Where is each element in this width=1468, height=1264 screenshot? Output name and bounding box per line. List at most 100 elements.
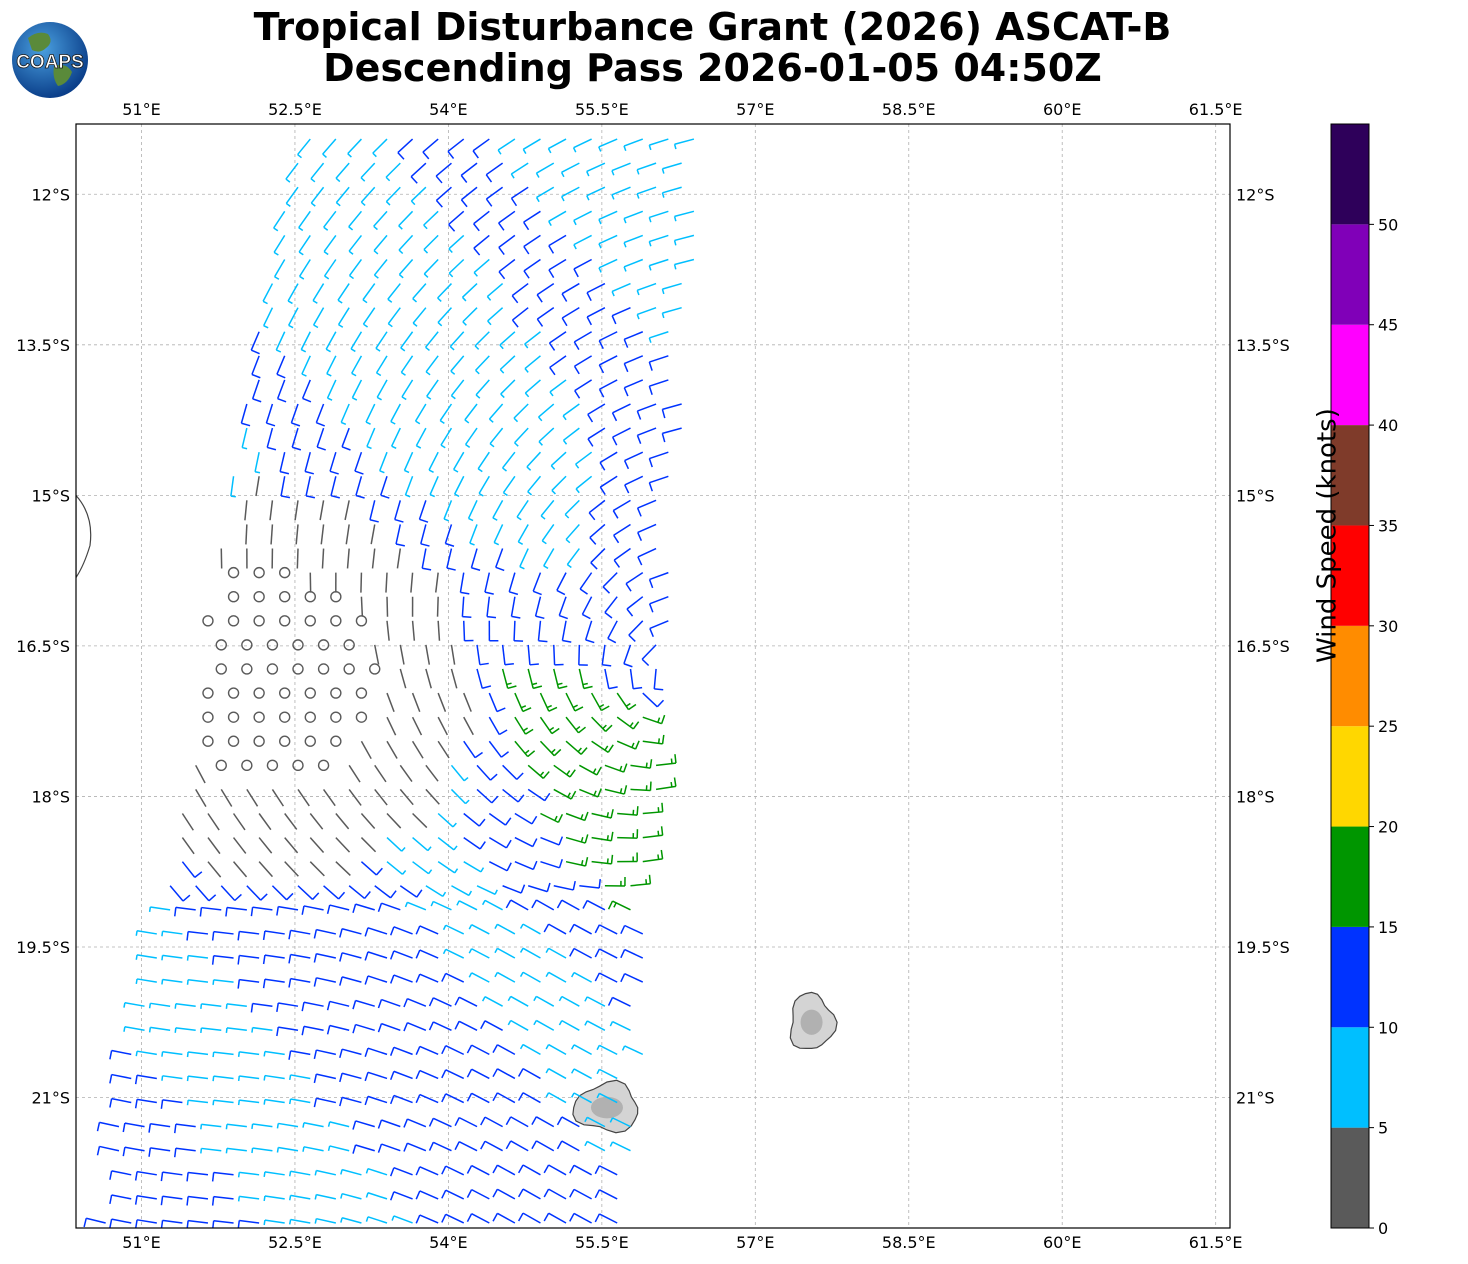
wind-barb xyxy=(399,644,405,665)
wind-barb xyxy=(450,644,456,665)
lat-tick-label-right: 15°S xyxy=(1236,486,1275,505)
lat-tick-label-right: 21°S xyxy=(1236,1089,1275,1108)
wind-barb xyxy=(237,1075,260,1082)
wind-barb xyxy=(386,740,398,759)
wind-barb xyxy=(648,234,669,247)
wind-barb xyxy=(488,812,512,826)
wind-barb xyxy=(335,186,350,207)
calm-circle xyxy=(279,711,291,723)
wind-barb xyxy=(661,162,682,174)
lon-tick-label-bottom: 57°E xyxy=(736,1233,774,1252)
wind-barb xyxy=(573,331,592,350)
wind-barb xyxy=(160,1195,183,1206)
wind-barb xyxy=(365,1167,388,1176)
wind-barb xyxy=(477,451,490,473)
wind-barb xyxy=(543,923,567,935)
wind-barb xyxy=(642,826,664,839)
wind-barb xyxy=(661,306,682,319)
wind-barb xyxy=(415,1045,439,1056)
wind-barb xyxy=(441,1093,465,1104)
wind-barb xyxy=(255,476,260,497)
wind-barb xyxy=(476,644,489,666)
wind-barb xyxy=(486,283,504,301)
wind-barb xyxy=(302,1121,324,1128)
wind-barb xyxy=(441,1213,465,1224)
wind-barb xyxy=(648,596,669,613)
wind-barb xyxy=(466,1044,490,1056)
wind-barb xyxy=(273,235,286,256)
wind-barb xyxy=(428,451,439,473)
wind-barb xyxy=(624,475,644,494)
wind-barb xyxy=(374,764,387,783)
wind-barb xyxy=(527,882,551,893)
wind-barb xyxy=(428,1021,452,1031)
wind-barb xyxy=(611,427,631,446)
wind-barb xyxy=(148,1147,171,1157)
wind-barb xyxy=(225,1027,247,1033)
wind-barb xyxy=(364,1047,388,1058)
wind-barb xyxy=(365,1216,388,1224)
wind-barb xyxy=(412,812,428,829)
wind-barb xyxy=(553,764,576,778)
wind-barb xyxy=(441,972,465,983)
wind-barb xyxy=(484,572,494,595)
wind-barb xyxy=(366,427,376,450)
wind-barb xyxy=(566,548,580,569)
wind-barb xyxy=(369,500,379,523)
wind-barb xyxy=(160,1099,183,1109)
wind-barb xyxy=(514,812,538,825)
wind-barb xyxy=(250,906,273,917)
wind-barb xyxy=(403,451,414,474)
wind-barb xyxy=(348,885,371,900)
wind-barb xyxy=(613,523,631,544)
wind-barb xyxy=(591,854,614,865)
wind-barb xyxy=(389,974,413,984)
wind-barb xyxy=(570,1092,592,1104)
wind-barb xyxy=(517,1092,541,1104)
wind-barb xyxy=(596,1068,618,1080)
colorbar-tick-label: 20 xyxy=(1378,818,1398,837)
wind-barb xyxy=(611,403,631,422)
wind-barb xyxy=(579,572,593,595)
colorbar-tick-label: 25 xyxy=(1378,717,1398,736)
wind-barb xyxy=(83,1217,106,1228)
wind-barb xyxy=(598,331,618,350)
wind-barb xyxy=(370,524,376,545)
wind-barb xyxy=(161,1050,183,1057)
title-line-1: Tropical Disturbance Grant (2026) ASCAT-… xyxy=(253,5,1172,49)
wind-barb xyxy=(533,995,555,1007)
wind-barb xyxy=(290,403,301,427)
wind-barb xyxy=(584,620,595,644)
wind-barb xyxy=(411,716,423,736)
wind-barb xyxy=(251,1026,273,1033)
wind-barb xyxy=(362,283,376,304)
wind-barb xyxy=(323,885,346,900)
wind-barb xyxy=(389,1070,413,1081)
lon-tick-label-bottom: 51°E xyxy=(122,1233,160,1252)
wind-barb xyxy=(579,788,602,798)
wind-barb xyxy=(655,777,677,791)
wind-barb xyxy=(437,283,453,303)
wind-barb xyxy=(562,403,580,421)
wind-barb xyxy=(454,1020,478,1031)
wind-barb xyxy=(302,1146,324,1152)
wind-barb xyxy=(373,644,380,665)
wind-barb xyxy=(135,954,157,960)
wind-barb xyxy=(270,524,274,545)
wind-barb xyxy=(300,331,311,353)
calm-circle xyxy=(215,663,227,675)
colorbar-label: Wind Speed (knots) xyxy=(1312,408,1343,663)
wind-barb xyxy=(258,813,272,831)
lon-tick-label-top: 52.5°E xyxy=(268,100,322,119)
wind-barb xyxy=(570,971,592,983)
wind-barb xyxy=(642,734,665,745)
wind-barb xyxy=(240,403,251,427)
wind-barb xyxy=(212,1075,234,1082)
colorbar-bin xyxy=(1331,425,1369,526)
wind-barb xyxy=(517,1212,541,1224)
lon-tick-label-bottom: 61.5°E xyxy=(1189,1233,1243,1252)
wind-barb xyxy=(399,885,423,898)
wind-barb xyxy=(237,1051,260,1057)
wind-barb xyxy=(648,258,669,271)
wind-barb xyxy=(523,234,541,255)
